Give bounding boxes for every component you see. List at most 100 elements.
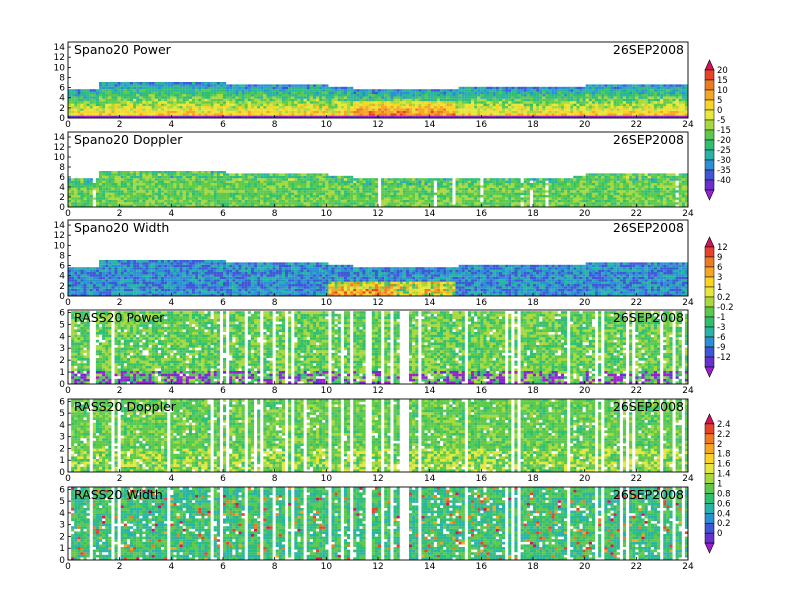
heatmap-cell [121, 108, 124, 110]
heatmap-cell [310, 108, 313, 110]
heatmap-cell [142, 106, 145, 108]
heatmap-cell [294, 108, 297, 110]
heatmap-cell [84, 106, 87, 108]
heatmap-cell [161, 99, 164, 101]
heatmap-cell [223, 113, 226, 115]
heatmap-cell [452, 92, 455, 94]
heatmap-cell [146, 108, 149, 110]
heatmap-cell [124, 99, 127, 101]
heatmap-cell [490, 92, 493, 94]
heatmap-cell [115, 94, 118, 96]
heatmap-cell [381, 113, 384, 115]
heatmap-cell [310, 113, 313, 115]
heatmap-cell [294, 99, 297, 101]
heatmap-cell [146, 84, 149, 86]
heatmap-cell [189, 89, 192, 91]
heatmap-cell [186, 82, 189, 84]
heatmap-cell [350, 96, 353, 98]
heatmap-cell [164, 113, 167, 115]
heatmap-cell [418, 101, 421, 103]
heatmap-cell [452, 113, 455, 115]
heatmap-cell [239, 99, 242, 101]
heatmap-cell [198, 108, 201, 110]
heatmap-cell [105, 84, 108, 86]
heatmap-cell [369, 101, 372, 103]
heatmap-cell [304, 89, 307, 91]
heatmap-cell [229, 108, 232, 110]
heatmap-cell [440, 106, 443, 108]
heatmap-cell [198, 96, 201, 98]
heatmap-cell [403, 96, 406, 98]
heatmap-cell [105, 106, 108, 108]
heatmap-cell [310, 106, 313, 108]
heatmap-cell [344, 106, 347, 108]
heatmap-cell [418, 96, 421, 98]
heatmap-cell [71, 99, 74, 101]
heatmap-cell [270, 96, 273, 98]
heatmap-cell [102, 94, 105, 96]
heatmap-cell [372, 104, 375, 106]
heatmap-cell [313, 89, 316, 91]
heatmap-cell [260, 92, 263, 94]
heatmap-cell [133, 92, 136, 94]
heatmap-cell [80, 104, 83, 106]
heatmap-cell [319, 89, 322, 91]
heatmap-cell [239, 92, 242, 94]
heatmap-cell [173, 108, 176, 110]
heatmap-cell [446, 96, 449, 98]
heatmap-cell [257, 108, 260, 110]
heatmap-cell [341, 106, 344, 108]
heatmap-cell [338, 99, 341, 101]
heatmap-cell [390, 113, 393, 115]
heatmap-cell [384, 111, 387, 113]
heatmap-cell [155, 113, 158, 115]
heatmap-cell [459, 106, 462, 108]
heatmap-cell [310, 92, 313, 94]
heatmap-cell [477, 108, 480, 110]
heatmap-cell [108, 101, 111, 103]
heatmap-cell [310, 104, 313, 106]
heatmap-cell [400, 111, 403, 113]
heatmap-cell [105, 113, 108, 115]
heatmap-cell [406, 106, 409, 108]
heatmap-cell [434, 96, 437, 98]
heatmap-cell [440, 92, 443, 94]
heatmap-cell [369, 92, 372, 94]
heatmap-cell [155, 104, 158, 106]
heatmap-cell [105, 94, 108, 96]
heatmap-cell [406, 99, 409, 101]
heatmap-cell [456, 108, 459, 110]
heatmap-cell [130, 104, 133, 106]
heatmap-cell [319, 111, 322, 113]
heatmap-cell [381, 104, 384, 106]
heatmap-cell [146, 94, 149, 96]
heatmap-cell [332, 108, 335, 110]
heatmap-cell [487, 92, 490, 94]
heatmap-cell [322, 108, 325, 110]
heatmap-cell [301, 94, 304, 96]
heatmap-cell [381, 96, 384, 98]
heatmap-cell [183, 94, 186, 96]
heatmap-cell [378, 89, 381, 91]
heatmap-cell [394, 99, 397, 101]
heatmap-cell [139, 89, 142, 91]
heatmap-cell [257, 96, 260, 98]
heatmap-cell [313, 92, 316, 94]
heatmap-cell [133, 104, 136, 106]
heatmap-cell [412, 94, 415, 96]
heatmap-cell [130, 82, 133, 84]
heatmap-cell [142, 101, 145, 103]
heatmap-cell [152, 106, 155, 108]
heatmap-cell [440, 101, 443, 103]
heatmap-cell [465, 96, 468, 98]
heatmap-cell [93, 96, 96, 98]
heatmap-cell [341, 101, 344, 103]
heatmap-cell [428, 106, 431, 108]
heatmap-cell [390, 89, 393, 91]
heatmap-cell [177, 89, 180, 91]
heatmap-cell [111, 96, 114, 98]
heatmap-cell [288, 92, 291, 94]
heatmap-cell [415, 92, 418, 94]
heatmap-cell [301, 84, 304, 86]
heatmap-cell [266, 101, 269, 103]
